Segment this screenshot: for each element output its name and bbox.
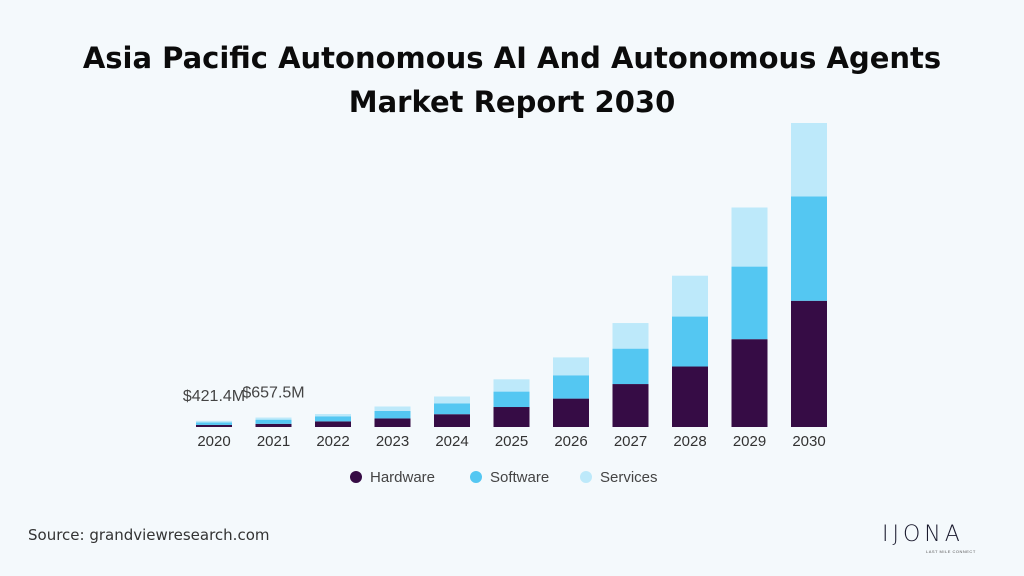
bar-software-2026 xyxy=(553,375,589,399)
bar-hardware-2030 xyxy=(791,300,827,427)
bar-software-2024 xyxy=(434,403,470,415)
bar-services-2026 xyxy=(553,357,589,376)
bar-services-2024 xyxy=(434,396,470,404)
bar-software-2027 xyxy=(612,348,649,385)
legend-marker-hardware xyxy=(350,471,362,483)
x-tick-label-2030: 2030 xyxy=(792,433,825,450)
x-tick-label-2024: 2024 xyxy=(435,433,468,450)
bar-services-2030 xyxy=(791,123,827,197)
bar-software-2030 xyxy=(791,196,827,301)
legend-label-hardware: Hardware xyxy=(370,469,435,486)
data-label-2021: $657.5M xyxy=(242,385,304,402)
chart-title: Asia Pacific Autonomous AI And Autonomou… xyxy=(0,36,1024,124)
bar-services-2029 xyxy=(731,207,768,267)
x-tick-label-2021: 2021 xyxy=(257,433,290,450)
legend-label-software: Software xyxy=(490,469,549,486)
ijona-logo: IJONA LAST MILE CONNECT xyxy=(882,522,992,558)
bar-software-2023 xyxy=(374,410,411,419)
legend-label-services: Services xyxy=(600,469,658,486)
logo-word: IJONA xyxy=(882,522,964,547)
x-tick-label-2028: 2028 xyxy=(673,433,706,450)
bar-hardware-2022 xyxy=(315,421,351,427)
bar-hardware-2028 xyxy=(672,366,708,427)
x-tick-label-2023: 2023 xyxy=(376,433,409,450)
logo-tagline: LAST MILE CONNECT xyxy=(926,549,976,554)
bar-services-2020 xyxy=(196,420,232,423)
bar-hardware-2027 xyxy=(612,384,649,427)
bar-hardware-2023 xyxy=(374,418,411,427)
bar-services-2021 xyxy=(255,417,292,420)
bar-hardware-2029 xyxy=(731,339,768,427)
stacked-bar-chart: 2020 2021 2022 2023 2024 2025 2026 2027 2028 2029… xyxy=(183,123,827,486)
x-tick-label-2025: 2025 xyxy=(495,433,528,450)
bar-services-2028 xyxy=(672,275,708,317)
title-line-1: Asia Pacific Autonomous AI And Autonomou… xyxy=(82,41,942,75)
x-tick-label-2026: 2026 xyxy=(554,433,587,450)
bar-services-2023 xyxy=(374,406,411,411)
bar-software-2028 xyxy=(672,316,708,367)
bar-hardware-2024 xyxy=(434,414,470,427)
bar-software-2029 xyxy=(731,266,768,340)
data-label-2020: $421.4M xyxy=(183,388,245,405)
bar-software-2022 xyxy=(315,416,351,422)
bar-software-2020 xyxy=(196,422,232,425)
bar-software-2021 xyxy=(255,419,292,424)
title-line-2: Market Report 2030 xyxy=(348,85,676,119)
bar-software-2025 xyxy=(493,391,530,408)
x-tick-label-2020: 2020 xyxy=(197,433,230,450)
bar-hardware-2026 xyxy=(553,398,589,427)
bar-hardware-2021 xyxy=(255,423,292,427)
x-tick-label-2029: 2029 xyxy=(733,433,766,450)
x-tick-label-2027: 2027 xyxy=(614,433,647,450)
bar-hardware-2020 xyxy=(196,424,232,427)
legend-marker-software xyxy=(470,471,482,483)
bar-services-2025 xyxy=(493,379,530,392)
legend-marker-services xyxy=(580,471,592,483)
source-text: Source: grandviewresearch.com xyxy=(28,526,270,544)
bar-services-2022 xyxy=(315,414,351,417)
x-tick-label-2022: 2022 xyxy=(316,433,349,450)
bar-services-2027 xyxy=(612,323,649,349)
bar-hardware-2025 xyxy=(493,407,530,427)
